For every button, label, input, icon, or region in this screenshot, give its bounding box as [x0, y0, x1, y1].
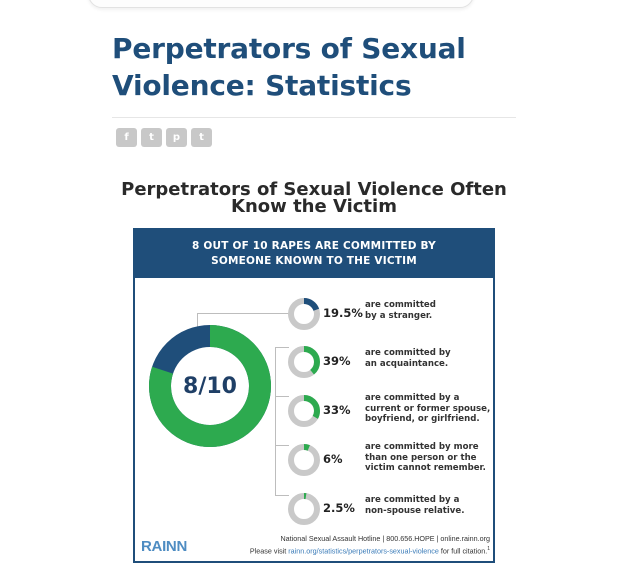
stat-percent: 33%	[323, 403, 351, 417]
stat-desc-line: are committed by	[365, 348, 451, 358]
stat-desc-line: current or former spouse,	[365, 403, 491, 414]
connector-top	[197, 313, 198, 327]
connector-branch-2	[275, 396, 289, 397]
stat-desc-line: are committed by more	[365, 442, 479, 452]
multiple-ring-chart	[288, 444, 320, 476]
search-bar-edge[interactable]	[88, 0, 474, 8]
infographic-title-line-2: Know the Victim	[231, 196, 397, 217]
connector-branch-4	[275, 495, 289, 496]
infographic-header: 8 OUT OF 10 RAPES ARE COMMITTED BY SOMEO…	[135, 230, 493, 278]
header-line-1: 8 OUT OF 10 RAPES ARE COMMITTED BY	[192, 240, 436, 252]
tumblr-share-button[interactable]: t	[191, 128, 212, 147]
stat-desc-line: are committed by a	[365, 495, 460, 505]
facebook-icon: f	[124, 132, 129, 143]
relative-ring-chart	[288, 493, 320, 525]
partner-ring-chart	[288, 395, 320, 427]
stat-desc-line: than one person or the	[365, 452, 477, 463]
connector-vertical	[275, 347, 276, 496]
acquaintance-ring-chart	[288, 346, 320, 378]
connector-branch-1	[275, 347, 289, 348]
page-title: Perpetrators of Sexual Violence: Statist…	[112, 32, 466, 102]
stat-desc-line: an acquaintance.	[365, 358, 449, 369]
citation-suffix: for full citation.	[438, 546, 488, 556]
main-donut-label: 8/10	[183, 373, 237, 399]
pinterest-share-button[interactable]: p	[166, 128, 187, 147]
stat-acquaintance: 39% are committed by an acquaintance.	[287, 345, 487, 383]
infographic-card: 8 OUT OF 10 RAPES ARE COMMITTED BY SOMEO…	[133, 228, 495, 563]
stat-desc-line: are committed by a	[365, 393, 460, 403]
stat-description: are committed by an acquaintance.	[365, 348, 495, 369]
stat-relative: 2.5% are committed by a non-spouse relat…	[287, 492, 487, 530]
stat-desc-line: by a stranger.	[365, 310, 433, 321]
stranger-ring-chart	[288, 298, 320, 330]
infographic-title: Perpetrators of Sexual Violence Often Kn…	[96, 179, 532, 217]
stat-percent: 6%	[323, 452, 343, 466]
connector-branch-3	[275, 445, 289, 446]
stat-description: are committed by a non-spouse relative.	[365, 495, 495, 516]
infographic-title-line-1: Perpetrators of Sexual Violence Often	[121, 179, 507, 200]
stat-multiple: 6% are committed by more than one person…	[287, 442, 487, 481]
stat-stranger: 19.5% are committed by a stranger.	[287, 297, 487, 335]
facebook-share-button[interactable]: f	[116, 128, 137, 147]
stat-description: are committed by a stranger.	[365, 300, 495, 321]
stat-desc-line: are committed	[365, 300, 436, 310]
rainn-logo: RAINN	[141, 538, 187, 555]
pinterest-icon: p	[172, 132, 181, 143]
stat-desc-line: non-spouse relative.	[365, 505, 465, 516]
twitter-icon: t	[149, 132, 154, 143]
stat-description: are committed by a current or former spo…	[365, 393, 495, 425]
header-line-2: SOMEONE KNOWN TO THE VICTIM	[211, 255, 417, 267]
stat-percent: 2.5%	[323, 501, 355, 515]
stat-desc-line: boyfriend, or girlfriend.	[365, 414, 480, 424]
main-donut-chart	[149, 325, 271, 447]
stat-percent: 19.5%	[323, 306, 363, 320]
citation-superscript: 1	[487, 546, 490, 552]
connector-top-h	[197, 313, 289, 314]
citation-prefix: Please visit	[249, 546, 289, 556]
citation-footer: Please visit rainn.org/statistics/perpet…	[205, 546, 490, 555]
tumblr-icon: t	[199, 132, 204, 143]
stat-percent: 39%	[323, 354, 351, 368]
title-divider	[112, 117, 516, 118]
stat-description: are committed by more than one person or…	[365, 442, 495, 474]
citation-link[interactable]: rainn.org/statistics/perpetrators-sexual…	[288, 546, 439, 556]
share-buttons: f t p t	[116, 128, 212, 147]
stat-desc-line: victim cannot remember.	[365, 463, 486, 473]
stat-partner: 33% are committed by a current or former…	[287, 393, 490, 432]
twitter-share-button[interactable]: t	[141, 128, 162, 147]
hotline-footer: National Sexual Assault Hotline | 800.65…	[280, 534, 490, 543]
